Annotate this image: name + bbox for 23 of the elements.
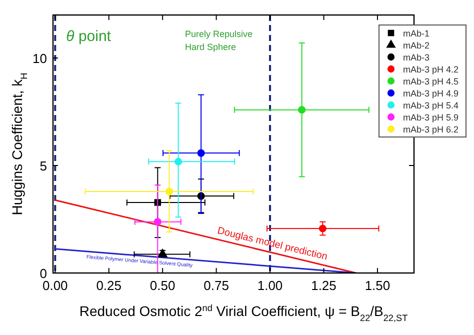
legend-label: mAb-3 pH 4.9	[403, 88, 459, 98]
legend-label: mAb-3	[403, 52, 430, 62]
y-tick-label: 5	[40, 158, 47, 174]
y-tick-label: 10	[32, 51, 47, 66]
x-tick-label: 0.75	[204, 278, 229, 293]
legend-label: mAb-3 pH 5.4	[403, 100, 459, 110]
legend-label: mAb-1	[403, 28, 430, 38]
legend-label: mAb-3 pH 4.2	[403, 64, 459, 74]
ref-line-label: Purely Repulsive Hard Sphere	[185, 29, 253, 52]
x-tick-label: 1.00	[257, 278, 283, 293]
x-tick-label: 0.25	[96, 278, 122, 293]
y-tick-label: 0	[40, 266, 47, 281]
x-tick-label: 1.50	[364, 278, 390, 293]
legend-label: mAb-3 pH 4.5	[403, 76, 459, 86]
x-tick-label: 0.00	[42, 278, 68, 293]
text: Douglas model prediction	[216, 226, 328, 263]
x-axis-title: Reduced Osmotic 2$^{nd}$ Virial Coefficient, ψ = B$_{22}$/B$_{22,ST}$	[79, 303, 408, 323]
x-tick-label: 1.25	[311, 278, 336, 293]
ref-line-label: θ point	[66, 28, 112, 45]
legend-label: mAb-2	[403, 40, 430, 50]
legend-label: mAb-3 pH 6.2	[403, 124, 459, 134]
x-tick-label: 0.50	[150, 278, 176, 293]
legend-label: mAb-3 pH 5.9	[403, 112, 459, 122]
